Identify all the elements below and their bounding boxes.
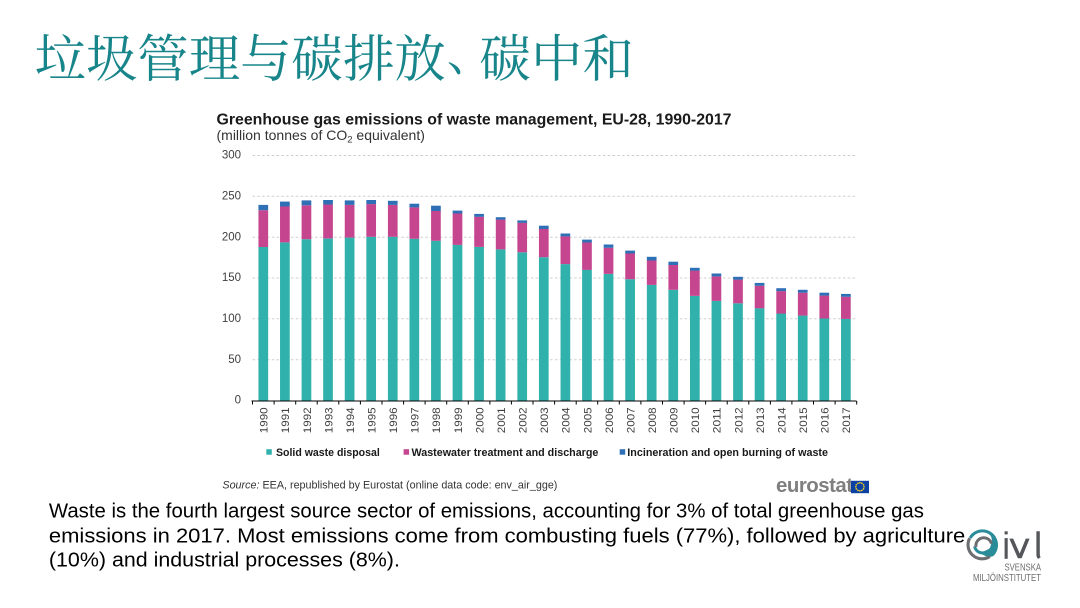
svg-text:2002: 2002 [518, 407, 530, 433]
svg-text:Waste is the fourth largest so: Waste is the fourth largest source secto… [49, 501, 924, 523]
svg-text:100: 100 [222, 313, 241, 325]
svg-text:1991: 1991 [280, 407, 292, 433]
svg-text:2001: 2001 [496, 407, 508, 433]
svg-text:Incineration and open burning: Incineration and open burning of waste [627, 447, 828, 459]
svg-text:2017: 2017 [841, 407, 853, 433]
svg-text:(10%) and industrial processes: (10%) and industrial processes (8%). [49, 549, 400, 571]
svg-text:2016: 2016 [820, 407, 832, 433]
svg-text:2010: 2010 [690, 407, 702, 433]
svg-text:Solid waste disposal: Solid waste disposal [276, 447, 380, 459]
svg-text:Greenhouse gas emissions of wa: Greenhouse gas emissions of waste manage… [217, 112, 732, 129]
svg-text:1999: 1999 [453, 407, 465, 433]
svg-text:150: 150 [222, 272, 241, 284]
svg-text:Wastewater treatment and disch: Wastewater treatment and discharge [412, 447, 599, 459]
svg-text:50: 50 [228, 354, 241, 366]
svg-text:1990: 1990 [259, 407, 271, 433]
svg-text:SVENSKA: SVENSKA [1005, 563, 1042, 574]
svg-text:2012: 2012 [733, 407, 745, 433]
svg-text:MILJÖINSTITUTET: MILJÖINSTITUTET [973, 572, 1041, 584]
svg-text:2005: 2005 [582, 407, 594, 433]
svg-text:1992: 1992 [302, 407, 314, 433]
svg-text:2008: 2008 [647, 407, 659, 433]
svg-text:2013: 2013 [755, 407, 767, 433]
svg-text:1994: 1994 [345, 407, 357, 433]
svg-text:emissions in 2017. Most emissi: emissions in 2017. Most emissions come f… [49, 525, 965, 547]
svg-text:1998: 1998 [431, 407, 443, 433]
svg-text:2006: 2006 [604, 407, 616, 433]
svg-text:2003: 2003 [539, 407, 551, 433]
svg-text:1995: 1995 [367, 407, 379, 433]
svg-text:2011: 2011 [712, 407, 724, 433]
svg-text:Source: EEA, republished by Eu: Source: EEA, republished by Eurostat (on… [222, 480, 557, 492]
svg-text:1993: 1993 [323, 407, 335, 433]
svg-text:eurostat: eurostat [776, 475, 853, 497]
svg-text:1996: 1996 [388, 407, 400, 433]
svg-text:(million tonnes of CO2 equiva: (million tonnes of CO2 equivalent) [217, 127, 425, 146]
svg-text:2014: 2014 [776, 407, 788, 433]
svg-text:2000: 2000 [474, 407, 486, 433]
svg-text:0: 0 [235, 395, 241, 407]
svg-text:2015: 2015 [798, 407, 810, 433]
svg-text:300: 300 [222, 150, 241, 162]
svg-text:200: 200 [222, 231, 241, 243]
svg-text:2004: 2004 [561, 407, 573, 433]
svg-text:2009: 2009 [669, 407, 681, 433]
svg-text:2007: 2007 [625, 407, 637, 433]
svg-text:250: 250 [222, 191, 241, 203]
svg-text:1997: 1997 [410, 407, 422, 433]
